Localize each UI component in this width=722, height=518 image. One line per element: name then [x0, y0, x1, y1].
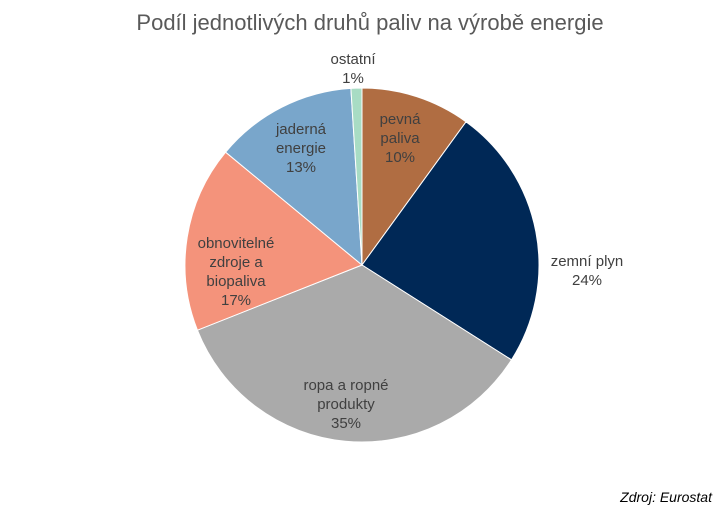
pie-slices — [184, 87, 540, 443]
slice-label: obnovitelné zdroje a biopaliva 17% — [198, 235, 275, 309]
slice-labels: pevná paliva 10% zemní plyn 24% ropa a ropné p… — [198, 51, 624, 432]
slice-label: zemní plyn 24% — [551, 253, 624, 289]
source-note: Zdroj: Eurostat — [619, 489, 713, 505]
pie-slice — [361, 121, 540, 361]
pie-slice — [224, 87, 363, 267]
chart-title: Podíl jednotlivých druhů paliv na výrobě… — [136, 10, 603, 35]
pie-slice — [350, 87, 363, 266]
slice-label: pevná paliva 10% — [380, 111, 422, 166]
slice-label: ostatní 1% — [330, 51, 376, 87]
slice-label: jaderná energie 13% — [275, 121, 327, 176]
pie-slice — [361, 87, 467, 267]
pie-slice — [184, 151, 363, 331]
slice-label: ropa a ropné produkty 35% — [303, 377, 388, 432]
pie-slice — [196, 264, 513, 443]
